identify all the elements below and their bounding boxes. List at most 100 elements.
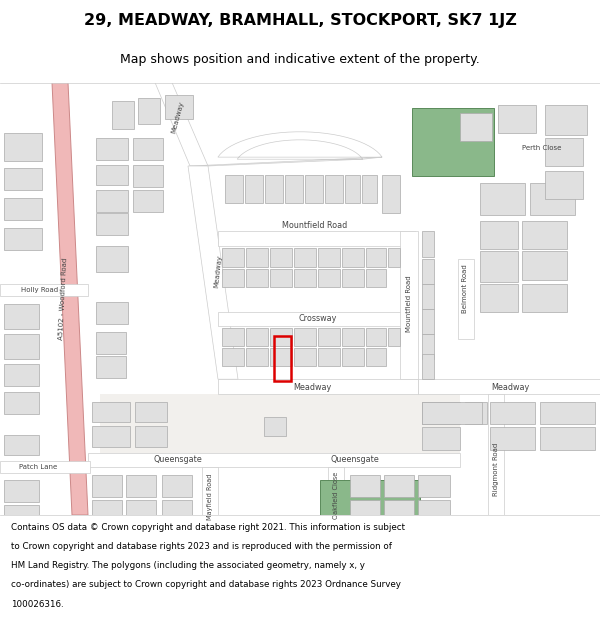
Text: Contains OS data © Crown copyright and database right 2021. This information is : Contains OS data © Crown copyright and d… xyxy=(11,522,405,532)
Bar xyxy=(96,138,128,160)
Text: 29, MEADWAY, BRAMHALL, STOCKPORT, SK7 1JZ: 29, MEADWAY, BRAMHALL, STOCKPORT, SK7 1J… xyxy=(83,13,517,28)
Polygon shape xyxy=(418,379,600,394)
Bar xyxy=(465,402,487,424)
Polygon shape xyxy=(400,231,418,379)
Bar xyxy=(133,165,163,187)
Polygon shape xyxy=(0,461,90,472)
Polygon shape xyxy=(458,259,474,339)
Bar xyxy=(264,418,286,436)
Text: Meadway: Meadway xyxy=(171,101,185,134)
Bar xyxy=(362,175,377,203)
Text: Mountfield Road: Mountfield Road xyxy=(406,276,412,332)
Bar xyxy=(342,249,364,267)
Bar xyxy=(545,104,587,135)
Text: Perth Close: Perth Close xyxy=(523,145,562,151)
Text: Mayfield Road: Mayfield Road xyxy=(207,474,213,520)
Text: Map shows position and indicative extent of the property.: Map shows position and indicative extent… xyxy=(120,53,480,66)
Bar xyxy=(225,175,243,203)
Bar xyxy=(96,302,128,324)
Bar xyxy=(245,175,263,203)
Bar xyxy=(285,175,303,203)
Bar xyxy=(422,354,434,379)
Bar xyxy=(422,402,460,424)
Bar xyxy=(165,94,193,119)
Bar xyxy=(133,190,163,213)
Bar xyxy=(135,426,167,447)
Text: Patch Lane: Patch Lane xyxy=(19,464,57,470)
Bar xyxy=(318,328,340,346)
Bar xyxy=(96,246,128,272)
Bar xyxy=(498,104,536,132)
Bar xyxy=(350,500,380,520)
Bar xyxy=(274,336,291,381)
Bar xyxy=(318,269,340,287)
Bar xyxy=(366,249,386,267)
Bar xyxy=(294,269,316,287)
Bar xyxy=(138,98,160,124)
Text: HM Land Registry. The polygons (including the associated geometry, namely x, y: HM Land Registry. The polygons (includin… xyxy=(11,561,365,570)
Text: Mountfield Road: Mountfield Road xyxy=(283,221,347,230)
Bar xyxy=(162,500,192,520)
Bar xyxy=(133,138,163,160)
Text: co-ordinates) are subject to Crown copyright and database rights 2023 Ordnance S: co-ordinates) are subject to Crown copyr… xyxy=(11,581,401,589)
Bar xyxy=(522,221,567,249)
Bar xyxy=(246,249,268,267)
Bar xyxy=(4,392,39,414)
Bar xyxy=(422,402,482,424)
Text: Meadway: Meadway xyxy=(293,382,331,392)
Bar xyxy=(412,107,494,176)
Bar xyxy=(270,328,292,346)
Bar xyxy=(342,348,364,366)
Bar xyxy=(530,183,575,215)
Bar xyxy=(545,171,583,199)
Bar xyxy=(384,500,414,520)
Bar xyxy=(246,348,268,366)
Bar xyxy=(294,249,316,267)
Bar xyxy=(92,402,130,422)
Bar xyxy=(4,304,39,329)
Bar xyxy=(222,348,244,366)
Polygon shape xyxy=(52,82,88,515)
Bar xyxy=(318,348,340,366)
Bar xyxy=(418,475,450,497)
Text: Oakfield Close: Oakfield Close xyxy=(333,471,339,519)
Bar xyxy=(4,480,39,502)
Bar xyxy=(342,269,364,287)
Bar xyxy=(320,480,420,535)
Bar xyxy=(384,475,414,497)
Bar xyxy=(480,221,518,249)
Text: Queensgate: Queensgate xyxy=(331,455,379,464)
Bar xyxy=(422,309,434,334)
Bar xyxy=(545,138,583,166)
Polygon shape xyxy=(188,166,238,379)
Bar xyxy=(366,328,386,346)
Polygon shape xyxy=(218,379,418,394)
Bar xyxy=(422,428,460,449)
Bar xyxy=(4,132,42,161)
Text: Holly Road: Holly Road xyxy=(22,287,59,292)
Bar xyxy=(366,348,386,366)
Bar xyxy=(4,434,39,454)
Bar xyxy=(305,175,323,203)
Polygon shape xyxy=(218,312,415,326)
Bar xyxy=(480,251,518,282)
Bar xyxy=(350,475,380,497)
Bar xyxy=(92,475,122,497)
Bar xyxy=(222,269,244,287)
Bar xyxy=(366,269,386,287)
Bar xyxy=(325,175,343,203)
Bar xyxy=(92,426,130,447)
Bar xyxy=(246,269,268,287)
Bar xyxy=(388,328,400,346)
Bar xyxy=(342,328,364,346)
Polygon shape xyxy=(88,452,460,467)
Text: Ridgmont Road: Ridgmont Road xyxy=(493,443,499,496)
Text: to Crown copyright and database rights 2023 and is reproduced with the permissio: to Crown copyright and database rights 2… xyxy=(11,542,392,551)
Text: Belmont Road: Belmont Road xyxy=(462,264,468,313)
Text: Meadway: Meadway xyxy=(491,382,529,392)
Bar xyxy=(4,168,42,190)
Bar xyxy=(345,175,360,203)
Bar xyxy=(265,175,283,203)
Bar xyxy=(96,332,126,354)
Bar xyxy=(388,249,400,267)
